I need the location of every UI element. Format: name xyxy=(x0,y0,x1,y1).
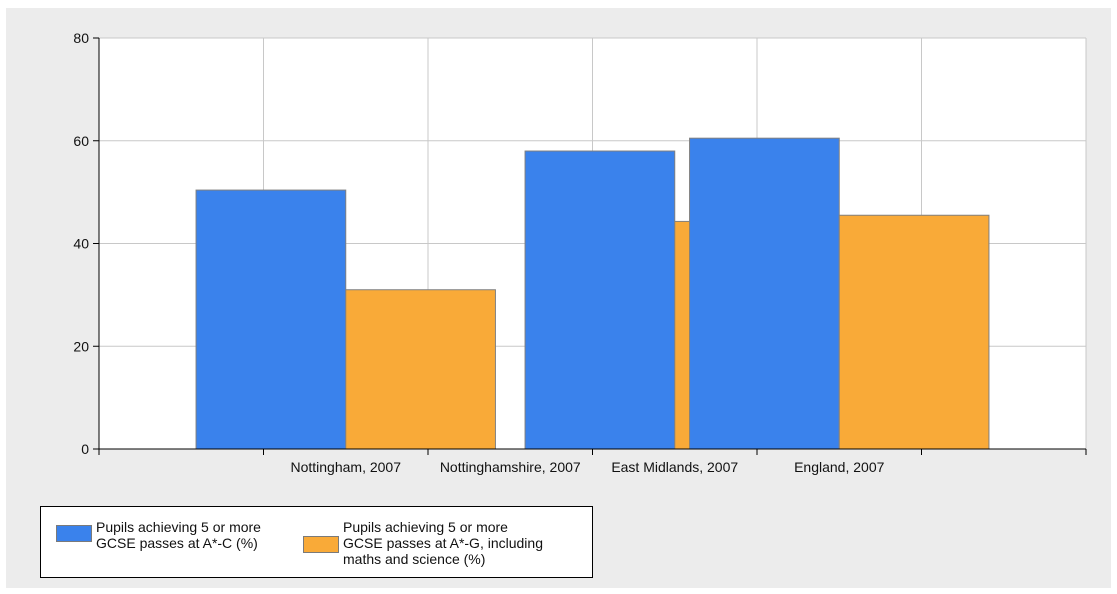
bar-a-c-1 xyxy=(195,189,347,450)
bar-a-g-1 xyxy=(345,289,496,450)
y-tick-label: 60 xyxy=(73,133,89,149)
x-tick-label: Nottingham, 2007 xyxy=(290,459,401,475)
y-tick-label: 80 xyxy=(73,30,89,46)
bar-a-c-3 xyxy=(524,150,676,450)
y-tick-label: 40 xyxy=(73,236,89,252)
x-tick-label: England, 2007 xyxy=(794,459,885,475)
legend-swatch-a-c xyxy=(56,525,92,542)
legend: Pupils achieving 5 or more GCSE passes a… xyxy=(40,506,593,578)
y-tick-label: 20 xyxy=(73,338,89,354)
bar-a-c-4 xyxy=(689,137,840,450)
legend-swatch-a-g xyxy=(303,536,339,553)
legend-label-a-g: Pupils achieving 5 or more GCSE passes a… xyxy=(343,519,543,567)
bar-a-g-4 xyxy=(838,214,990,450)
axes xyxy=(93,37,1087,455)
y-tick-label: 0 xyxy=(81,441,89,457)
x-tick-label: East Midlands, 2007 xyxy=(611,459,738,475)
legend-label-a-c: Pupils achieving 5 or more GCSE passes a… xyxy=(96,519,261,551)
y-tick-labels: 0 20 40 60 80 xyxy=(73,30,89,457)
x-tick-labels: Nottingham, 2007 Nottinghamshire, 2007 Eas… xyxy=(290,459,884,475)
x-tick-label: Nottinghamshire, 2007 xyxy=(440,459,581,475)
bars xyxy=(195,137,990,450)
